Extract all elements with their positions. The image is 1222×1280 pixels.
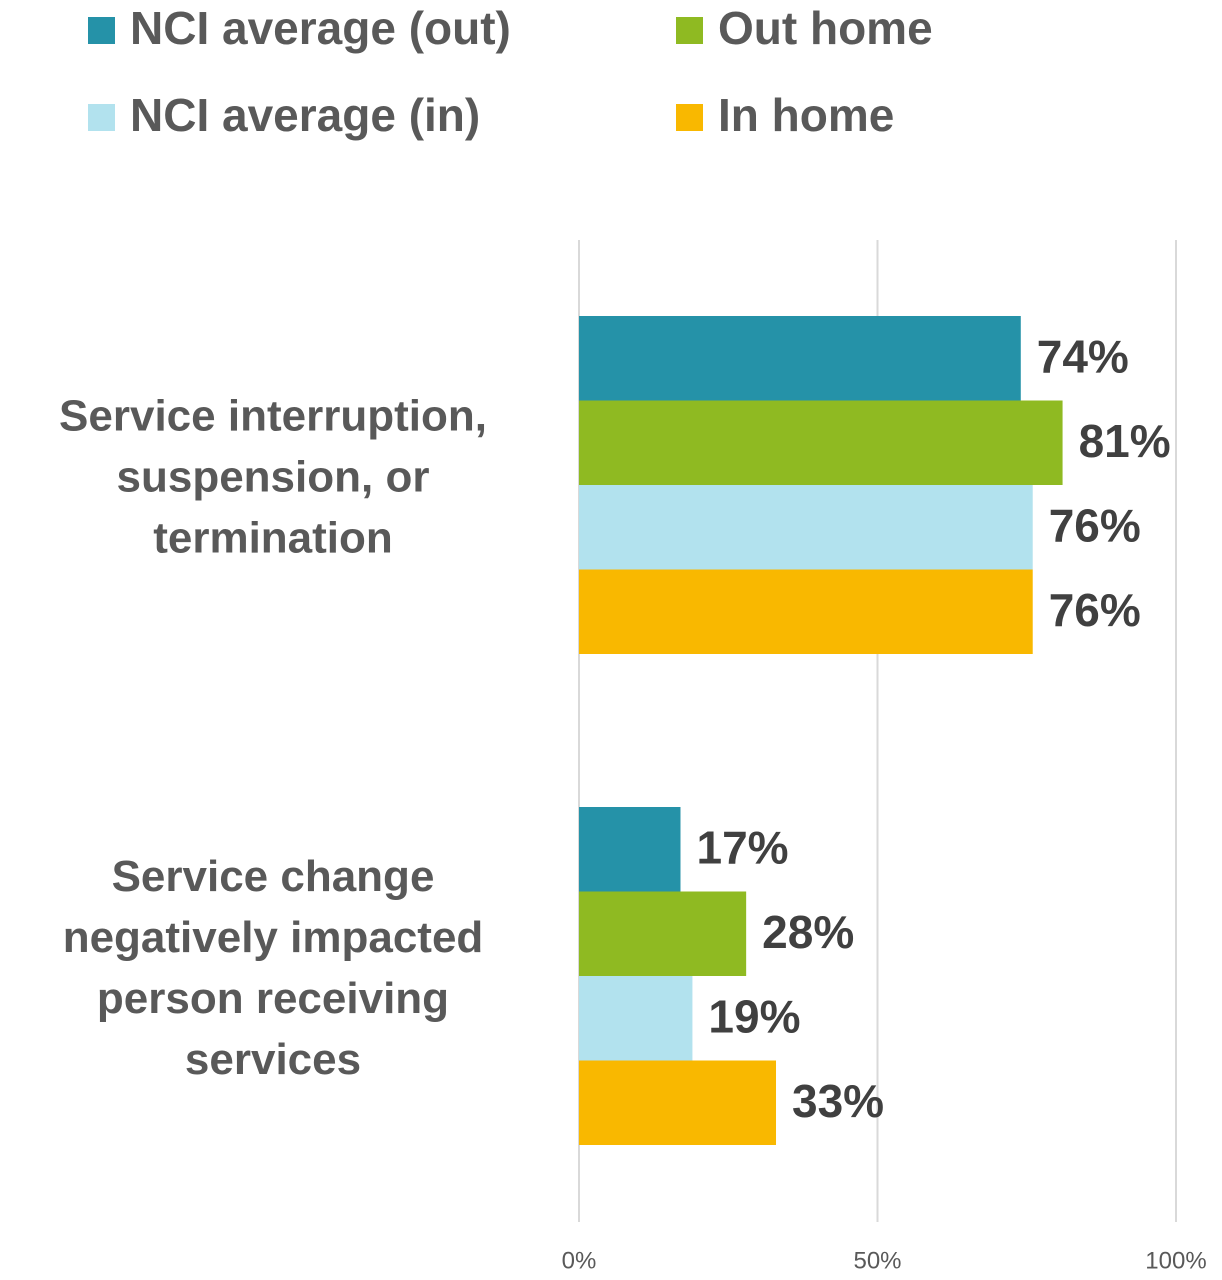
category-label: Service change negatively impacted perso… [62,852,484,1084]
value-label: 76% [1049,499,1141,551]
value-label: 33% [792,1075,884,1127]
bar [579,569,1033,654]
legend-swatch [88,17,115,44]
value-label: 19% [708,990,800,1042]
legend-swatch [676,17,703,44]
bar [579,485,1033,570]
value-label: 28% [762,906,854,958]
bar [579,316,1021,401]
x-tick-label: 100% [1145,1247,1206,1274]
bar [579,807,681,892]
legend-swatch [676,104,703,131]
bar [579,400,1063,485]
x-tick-label: 0% [562,1247,597,1274]
legend-label: NCI average (in) [130,89,480,141]
legend-label: In home [718,89,894,141]
category-label: Service interruption, suspension, or ter… [59,391,487,563]
bar [579,1060,777,1145]
value-label: 17% [696,821,788,873]
value-label: 76% [1049,584,1141,636]
bar [579,976,693,1061]
legend-label: Out home [718,2,933,54]
value-label: 74% [1037,330,1129,382]
legend-label: NCI average (out) [130,2,511,54]
bar [579,891,747,976]
x-tick-label: 50% [853,1247,901,1274]
legend-swatch [88,104,115,131]
value-label: 81% [1079,415,1171,467]
